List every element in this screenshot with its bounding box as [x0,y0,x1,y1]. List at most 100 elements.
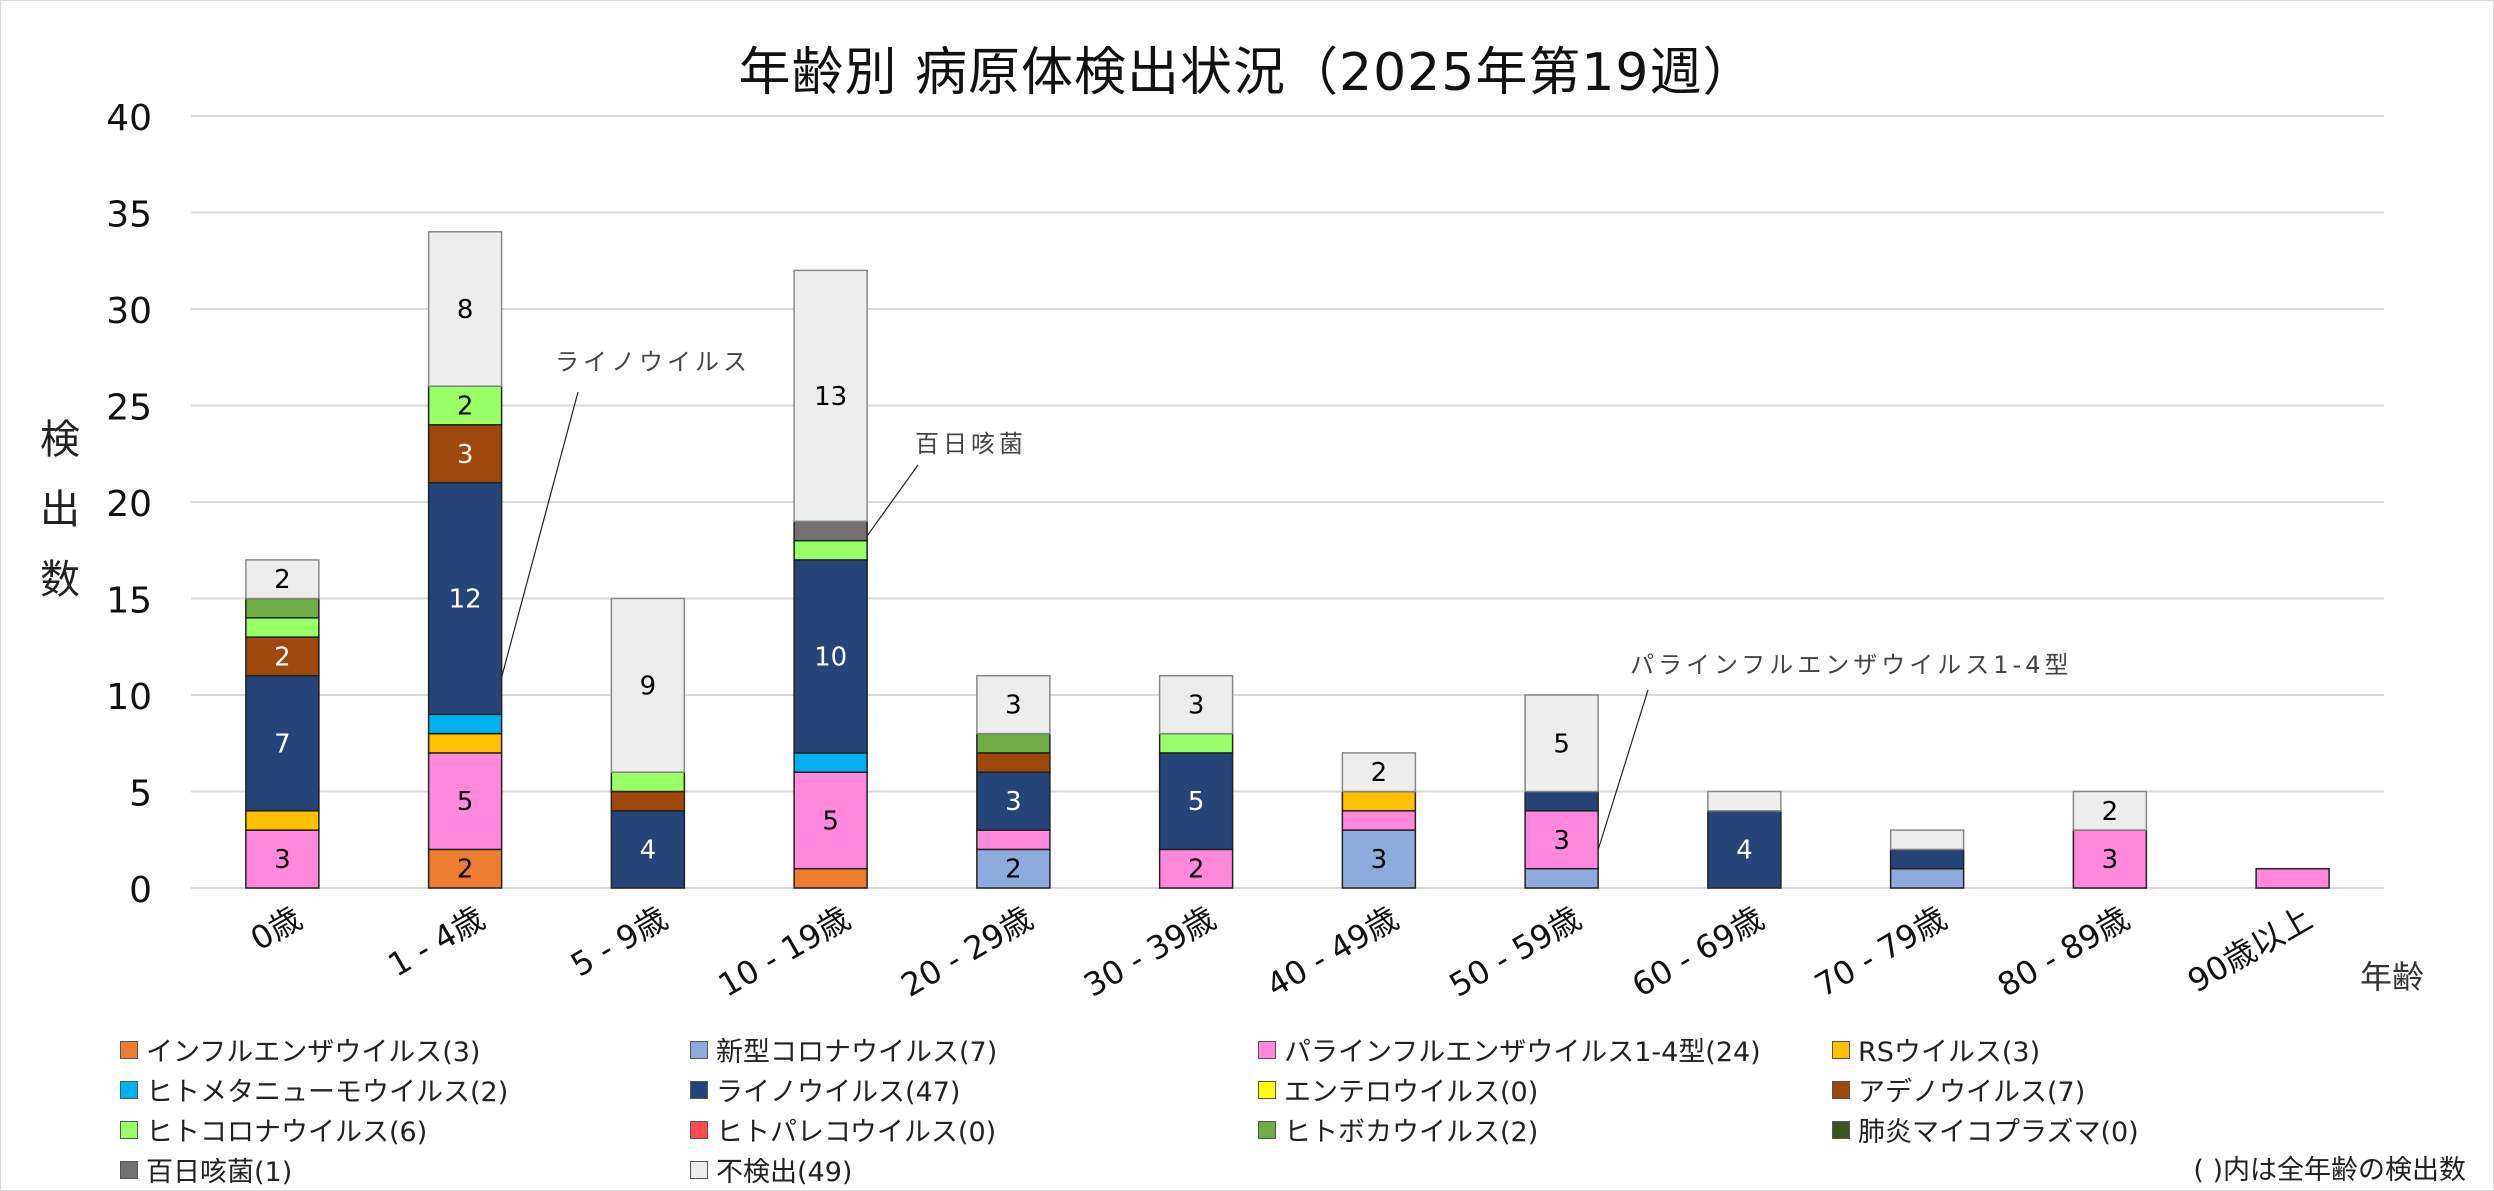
x-tick-label: 5 - 9歳 [564,899,674,984]
legend-label: エンテロウイルス(0) [1284,1077,1539,1108]
bar-segment [1341,790,1417,812]
legend-item: ライノウイルス(47) [690,1070,960,1109]
data-label: 4 [640,835,657,865]
bar-segment [427,752,503,851]
bar-segment [427,848,503,889]
legend-item: ヒトメタニューモウイルス(2) [120,1070,508,1109]
data-label: 2 [457,855,474,885]
bar-segment [2255,867,2330,889]
legend-swatch [690,1080,708,1099]
data-label: 3 [1005,691,1022,721]
bar-segment [1341,752,1417,793]
bar-segment [793,867,868,889]
legend-label: ヒトボカウイルス(2) [1284,1117,1539,1148]
bar-segment [1524,790,1599,812]
x-axis-label: 年齢 [2360,958,2425,996]
legend-label: ヒトメタニューモウイルス(2) [146,1077,509,1108]
legend-item: パラインフルエンザウイルス1-4型(24) [1258,1030,1761,1069]
bar-segment [793,269,868,523]
data-label: 2 [1005,855,1022,885]
bar-segment [245,617,320,638]
legend-swatch [120,1120,138,1139]
data-label: 12 [449,585,482,615]
bar-segment [245,810,320,831]
legend-label: パラインフルエンザウイルス1-4型(24) [1284,1037,1761,1068]
bar-segment [1158,848,1234,889]
data-label: 3 [457,440,474,470]
bar-segment [427,231,503,387]
data-label: 2 [1371,758,1388,788]
legend-item: エンテロウイルス(0) [1258,1070,1538,1109]
annotation-leader-line [501,391,579,678]
y-axis-label-char: 数 [40,557,80,603]
legend-swatch [120,1040,138,1059]
legend-label: アデノウイルス(7) [1858,1077,2086,1108]
bar-segment [1524,694,1599,793]
bar-segment [427,713,503,735]
data-label: 2 [274,642,291,672]
legend-label: ライノウイルス(47) [716,1077,961,1108]
bar-segment [1158,752,1234,851]
legend-item: 新型コロナウイルス(7) [690,1030,997,1069]
legend-item: インフルエンザウイルス(3) [120,1030,480,1069]
legend-label: 肺炎マイコプラズマ(0) [1858,1117,2139,1148]
data-label: 2 [457,392,474,422]
x-tick-label: 60 - 69歳 [1626,899,1771,1005]
data-label: 2 [274,565,291,595]
y-tick-label: 15 [106,581,152,622]
bar-segment [793,771,868,870]
data-label: 4 [1736,835,1753,865]
legend-swatch [690,1040,708,1059]
x-tick-label: 50 - 59歳 [1443,899,1588,1005]
data-label: 8 [457,295,474,325]
data-label: 5 [1188,787,1205,817]
x-tick-label: 10 - 19歳 [712,899,857,1005]
data-label: 3 [1371,845,1388,875]
x-tick-label: 0歳 [244,899,308,958]
bar-segment [1341,810,1417,831]
bar-segment [1158,674,1234,735]
bar-segment [1524,810,1599,870]
bar-segment [610,771,686,793]
legend-label: 不検出(49) [716,1157,853,1188]
x-tick-label: 40 - 49歳 [1260,899,1405,1005]
legend-note: ( )内は全年齢の検出数 [2193,1155,2466,1186]
bar-segment [245,597,320,619]
legend-item: アデノウイルス(7) [1832,1070,2085,1109]
chart-title: 年齢別 病原体検出状況（2025年第19週） [738,43,1756,103]
y-tick-label: 40 [106,98,152,139]
bar-segment [427,385,503,426]
annotation-label: ライノウイルス [555,348,751,376]
bar-segment [976,771,1051,831]
x-tick-label: 1 - 4歳 [382,899,492,984]
y-tick-label: 5 [129,774,152,815]
legend-swatch [1258,1120,1276,1139]
bar-segment [1158,732,1234,754]
bar-segment [1524,867,1599,889]
legend-label: RSウイルス(3) [1858,1037,2041,1068]
y-tick-label: 20 [106,484,152,525]
legend-label: インフルエンザウイルス(3) [146,1037,481,1068]
bar-segment [793,520,868,542]
data-label: 10 [814,642,847,672]
legend-item: ヒトコロナウイルス(6) [120,1110,427,1149]
data-label: 9 [640,671,657,701]
legend-item: ヒトボカウイルス(2) [1258,1110,1538,1149]
y-tick-label: 25 [106,388,152,429]
data-label: 3 [274,845,291,875]
x-tick-label: 70 - 79歳 [1808,899,1953,1005]
y-tick-label: 10 [106,677,152,718]
legend-label: ヒトパレコウイルス(0) [716,1117,997,1148]
bar-segment [427,732,503,754]
annotation-label: パラインフルエンザウイルス1-4型 [1630,651,2072,679]
bar-segment [1889,867,1965,889]
y-axis-label: 検 出 数 [30,405,90,615]
data-label: 3 [2102,845,2119,875]
annotation-leader-line [1597,689,1649,850]
data-label: 3 [1005,787,1022,817]
x-tick-label: 80 - 89歳 [1991,899,2136,1005]
y-axis-label-char: 検 [40,417,80,463]
bar-segment [976,752,1051,773]
bar-segment [427,481,503,716]
